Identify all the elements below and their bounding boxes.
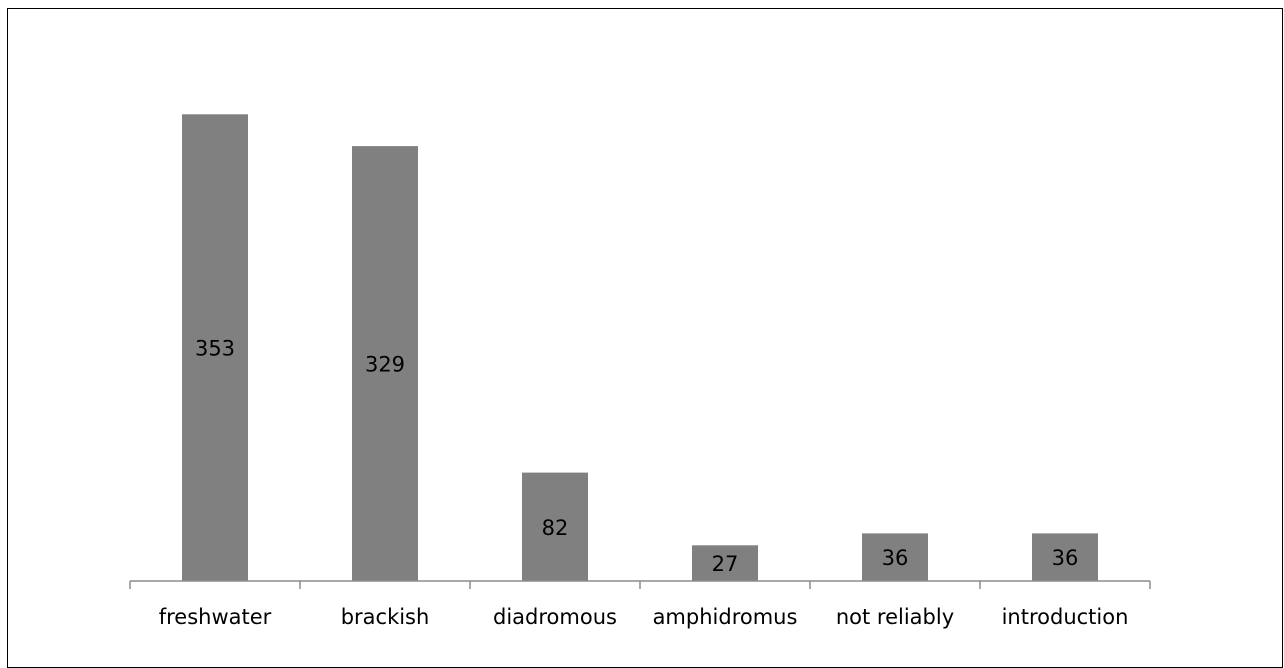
category-label: diadromous — [493, 605, 617, 629]
data-label: 82 — [542, 516, 569, 540]
category-label: amphidromus — [653, 605, 798, 629]
category-label: not reliably — [836, 605, 954, 629]
data-label: 36 — [882, 546, 909, 570]
bars-group — [182, 114, 1098, 582]
x-axis — [129, 580, 1151, 589]
category-label: introduction — [1002, 605, 1129, 629]
bar-introduction — [1032, 533, 1098, 581]
bar-diadromous — [522, 472, 588, 581]
data-labels-group: 353 329 82 27 36 36 — [195, 337, 1078, 577]
category-label: brackish — [341, 605, 430, 629]
bar-freshwater — [182, 114, 248, 582]
category-labels-group: freshwater brackish diadromous amphidromus n… — [159, 605, 1129, 629]
bar-brackish — [352, 146, 418, 581]
data-label: 329 — [365, 353, 405, 377]
category-label: freshwater — [159, 605, 272, 629]
bar-not-reliably — [862, 533, 928, 581]
data-label: 27 — [712, 552, 739, 576]
data-label: 36 — [1052, 546, 1079, 570]
bar-amphidromus — [692, 545, 758, 581]
data-label: 353 — [195, 337, 235, 361]
